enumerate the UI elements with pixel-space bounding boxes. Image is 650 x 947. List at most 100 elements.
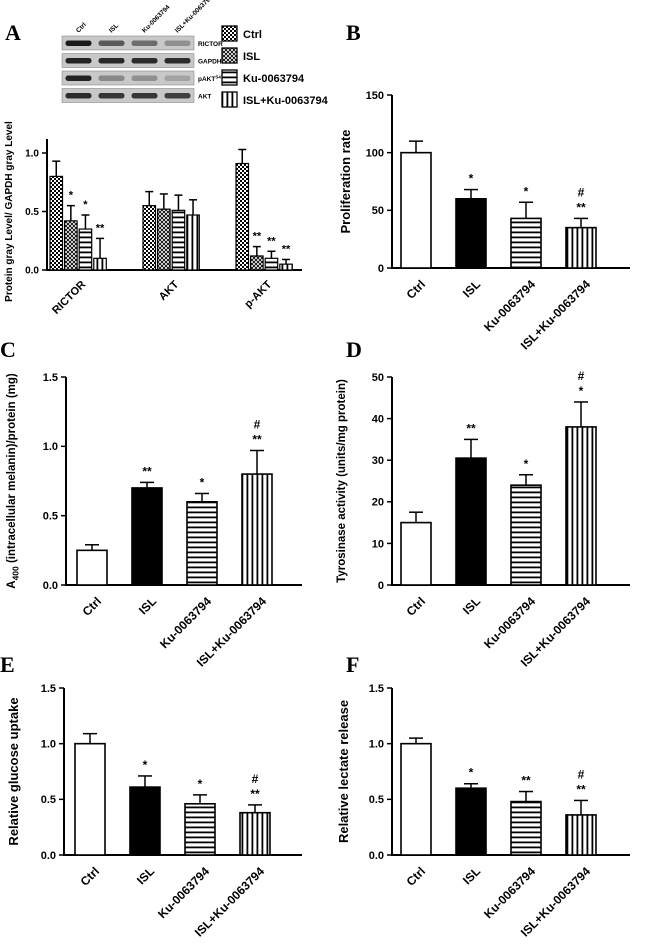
bar-ISL-AKT (157, 208, 171, 271)
panel-f: F 0.0 0.5 1.0 1.5 Relative lectate release Ct… (330, 650, 650, 947)
blot-band (131, 58, 158, 64)
y-tick-label: 100 (366, 148, 384, 160)
blot-lane-label: Ku-0063794 (141, 4, 172, 35)
sig-label: ** (253, 231, 262, 243)
chart-svg-B: 0 50 100 150 Proliferation rate Ctrl * ISL * Ku-0… (338, 90, 630, 352)
chart-svg-C: 0.0 0.5 1.0 1.5 A400 (intracellular melanin)… (6, 372, 302, 669)
legend-label: Ctrl (243, 29, 262, 41)
sig-label: * (469, 172, 474, 186)
chart-svg-D: 0 10 20 30 40 50 Tyrosinase activity (units/mg… (336, 369, 630, 669)
y-tick-label: 0.0 (25, 266, 39, 277)
bar-ISL+Ku-0063794-p-AKT (279, 263, 293, 271)
y-tick-label: 20 (372, 497, 384, 509)
panel-b-chart: 0 50 100 150 Proliferation rate Ctrl * ISL * Ku-0… (330, 0, 650, 352)
blot-band (164, 93, 191, 99)
blot-band (164, 58, 191, 64)
blot-row-label: RICTOR (198, 41, 223, 48)
blot-band (131, 40, 158, 46)
x-tick-label: Ku-0063794 (155, 864, 212, 921)
blot-band (98, 93, 125, 99)
blot-band (65, 93, 92, 99)
sig-label: * (200, 475, 205, 489)
blot-band (98, 75, 125, 81)
legend-swatch-vlines (221, 91, 238, 108)
panel-e-chart: 0.0 0.5 1.0 1.5 Relative glucose uptake Ctrl *… (0, 650, 335, 947)
y-axis-title: Protein gray Level/ GAPDH gray Level (4, 121, 15, 302)
legend-swatch-hlines (221, 69, 238, 86)
blot-band (65, 75, 92, 81)
blot-band (164, 40, 191, 46)
bar-Ku-0063794 (510, 484, 542, 586)
x-tick-label: Ctrl (404, 277, 429, 302)
y-tick-label: 10 (372, 538, 384, 550)
blot-lane-label: Ctrl (75, 21, 88, 34)
legend-swatch-checker (221, 25, 238, 42)
sig-label: # (578, 767, 585, 781)
panel-d: D 0 10 20 30 40 50 Tyrosinase activity (units/… (330, 335, 650, 669)
bar-Ctrl (400, 151, 432, 269)
sig-label: * (69, 190, 74, 202)
sig-label: ** (576, 200, 586, 214)
bar-Ctrl (76, 549, 108, 586)
panel-b: B 0 50 100 150 Proliferation rate Ctrl * ISL * Ku… (330, 0, 650, 352)
bar-ISL+Ku-0063794 (241, 473, 273, 586)
blot-row-label: GAPDH (198, 59, 222, 66)
panel-a: A Ctrl ISL Ku-0063794 ISL+Ku-0063794 RICTOR G… (0, 0, 335, 335)
chart-svg-F: 0.0 0.5 1.0 1.5 Relative lectate release Ctrl… (336, 683, 630, 939)
x-tick-label: Ctrl (80, 594, 105, 619)
blot-band (98, 40, 125, 46)
bar-Ku-0063794-AKT (171, 209, 186, 271)
bar-ISL (129, 786, 161, 856)
bar-Ku-0063794-p-AKT (264, 257, 279, 271)
y-axis-title: Relative lectate release (336, 700, 351, 843)
bar-Ku-0063794 (186, 501, 218, 586)
bar-Ku-0063794 (510, 800, 542, 856)
blot-band (98, 58, 125, 64)
y-tick-label: 1.0 (25, 149, 39, 160)
bar-ISL-p-AKT (250, 255, 264, 271)
sig-label: * (198, 777, 203, 791)
sig-label: ** (282, 243, 291, 255)
legend-label: Ku-0063794 (243, 73, 305, 85)
sig-label: * (83, 199, 88, 211)
y-tick-label: 0 (378, 263, 384, 275)
panel-d-chart: 0 10 20 30 40 50 Tyrosinase activity (units/mg… (330, 335, 650, 669)
sig-label: ** (96, 222, 105, 234)
blot-band (164, 75, 191, 81)
sig-label: # (252, 772, 259, 786)
panel-label-c: C (0, 337, 16, 362)
x-tick-label: ISL (460, 864, 483, 887)
bar-ISL+Ku-0063794 (565, 814, 597, 856)
sig-label: ** (250, 787, 260, 801)
blot-row-label: pAKTS473 (198, 75, 226, 84)
panel-e: E 0.0 0.5 1.0 1.5 Relative glucose uptake Ctr… (0, 650, 335, 947)
y-tick-label: 0.5 (25, 207, 39, 218)
x-tick-label: Ku-0063794 (157, 594, 214, 651)
chart-svg-A: Ctrl ISL Ku-0063794 ISL+Ku-0063794RICTORGAP… (4, 0, 329, 317)
y-tick-label: 1.5 (41, 683, 56, 695)
x-tick-label: Ctrl (404, 864, 429, 889)
bar-ISL+Ku-0063794 (565, 226, 597, 269)
sig-label: * (524, 184, 529, 198)
x-tick-label: ISL (460, 594, 483, 617)
y-tick-label: 150 (366, 90, 384, 102)
blot-lane-label: ISL+Ku-0063794 (174, 0, 215, 34)
y-tick-label: 0 (378, 580, 384, 592)
panel-label-a: A (5, 20, 21, 45)
sig-label: * (524, 457, 529, 471)
bar-Ku-0063794-RICTOR (78, 228, 93, 271)
panel-f-chart: 0.0 0.5 1.0 1.5 Relative lectate release Ctrl… (330, 650, 650, 947)
y-tick-label: 1.0 (369, 739, 384, 751)
blot-strip-AKT (61, 88, 195, 103)
sig-label: ** (576, 782, 586, 796)
x-tick-label: ISL (134, 864, 157, 887)
x-tick-label: p-AKT (242, 278, 274, 310)
blot-strip-pAKT (61, 70, 195, 86)
legend-label: ISL+Ku-0063794 (243, 95, 329, 107)
blot-band (131, 75, 158, 81)
bar-Ctrl (400, 742, 432, 856)
y-axis-title: A400 (intracellular melanin)/protein (mg… (6, 373, 21, 589)
sig-label: * (579, 384, 584, 398)
panel-a-chart: Ctrl ISL Ku-0063794 ISL+Ku-0063794 RICTOR GAP… (0, 0, 335, 335)
bar-ISL (455, 457, 487, 586)
